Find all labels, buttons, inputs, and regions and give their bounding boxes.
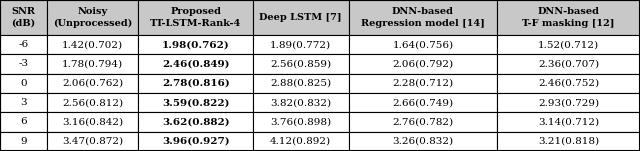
Bar <box>349 93 497 112</box>
Text: 4.12(0.892): 4.12(0.892) <box>270 137 332 146</box>
Text: DNN-based
Regression model [14]: DNN-based Regression model [14] <box>361 7 485 27</box>
Text: 1.89(0.772): 1.89(0.772) <box>270 40 332 49</box>
Text: 2.46(0.849): 2.46(0.849) <box>162 59 229 69</box>
Bar <box>47 74 138 93</box>
Text: 0: 0 <box>20 79 27 88</box>
Bar <box>138 0 253 35</box>
Text: 2.93(0.729): 2.93(0.729) <box>538 98 599 107</box>
Bar <box>253 132 349 151</box>
Text: 9: 9 <box>20 137 27 146</box>
Bar <box>0 132 47 151</box>
Bar <box>253 112 349 132</box>
Bar <box>138 74 253 93</box>
Text: 3.62(0.882): 3.62(0.882) <box>162 117 230 127</box>
Bar <box>497 112 640 132</box>
Text: 3.96(0.927): 3.96(0.927) <box>162 137 230 146</box>
Text: 3.76(0.898): 3.76(0.898) <box>270 117 332 127</box>
Text: 3.47(0.872): 3.47(0.872) <box>62 137 123 146</box>
Text: 6: 6 <box>20 117 27 127</box>
Text: 3.21(0.818): 3.21(0.818) <box>538 137 599 146</box>
Text: 3.16(0.842): 3.16(0.842) <box>62 117 123 127</box>
Text: 3.82(0.832): 3.82(0.832) <box>270 98 332 107</box>
Bar <box>0 112 47 132</box>
Text: Deep LSTM [7]: Deep LSTM [7] <box>259 13 342 22</box>
Text: 2.46(0.752): 2.46(0.752) <box>538 79 599 88</box>
Bar <box>138 54 253 74</box>
Bar <box>497 132 640 151</box>
Text: 2.78(0.816): 2.78(0.816) <box>162 79 230 88</box>
Bar <box>0 93 47 112</box>
Bar <box>497 74 640 93</box>
Bar <box>138 93 253 112</box>
Bar <box>349 54 497 74</box>
Text: 2.66(0.749): 2.66(0.749) <box>392 98 454 107</box>
Bar <box>47 132 138 151</box>
Text: 1.78(0.794): 1.78(0.794) <box>62 59 123 69</box>
Bar <box>138 35 253 54</box>
Bar <box>349 74 497 93</box>
Bar <box>0 74 47 93</box>
Bar <box>497 54 640 74</box>
Text: SNR
(dB): SNR (dB) <box>12 7 35 27</box>
Text: 2.36(0.707): 2.36(0.707) <box>538 59 599 69</box>
Bar <box>349 35 497 54</box>
Text: 1.98(0.762): 1.98(0.762) <box>162 40 230 49</box>
Bar <box>497 35 640 54</box>
Text: Proposed
TT-LSTM-Rank-4: Proposed TT-LSTM-Rank-4 <box>150 7 241 27</box>
Bar <box>47 93 138 112</box>
Bar <box>253 35 349 54</box>
Bar <box>349 112 497 132</box>
Bar <box>0 54 47 74</box>
Bar <box>138 132 253 151</box>
Bar <box>47 112 138 132</box>
Bar <box>47 54 138 74</box>
Text: 1.52(0.712): 1.52(0.712) <box>538 40 599 49</box>
Bar <box>497 0 640 35</box>
Text: 2.76(0.782): 2.76(0.782) <box>392 117 454 127</box>
Text: 2.56(0.859): 2.56(0.859) <box>270 59 332 69</box>
Text: 2.28(0.712): 2.28(0.712) <box>392 79 454 88</box>
Text: 1.64(0.756): 1.64(0.756) <box>392 40 454 49</box>
Text: 3: 3 <box>20 98 27 107</box>
Bar <box>47 35 138 54</box>
Text: -3: -3 <box>19 59 28 69</box>
Bar <box>349 132 497 151</box>
Bar <box>253 54 349 74</box>
Text: 1.42(0.702): 1.42(0.702) <box>62 40 123 49</box>
Text: DNN-based
T-F masking [12]: DNN-based T-F masking [12] <box>522 7 615 27</box>
Bar <box>253 74 349 93</box>
Text: 2.06(0.762): 2.06(0.762) <box>62 79 123 88</box>
Bar <box>253 93 349 112</box>
Text: 2.56(0.812): 2.56(0.812) <box>62 98 123 107</box>
Text: -6: -6 <box>19 40 28 49</box>
Text: 2.88(0.825): 2.88(0.825) <box>270 79 332 88</box>
Bar <box>47 0 138 35</box>
Bar <box>138 112 253 132</box>
Text: 2.06(0.792): 2.06(0.792) <box>392 59 454 69</box>
Text: 3.14(0.712): 3.14(0.712) <box>538 117 599 127</box>
Bar <box>497 93 640 112</box>
Text: Noisy
(Unprocessed): Noisy (Unprocessed) <box>53 7 132 28</box>
Bar <box>349 0 497 35</box>
Text: 3.59(0.822): 3.59(0.822) <box>162 98 229 107</box>
Text: 3.26(0.832): 3.26(0.832) <box>392 137 454 146</box>
Bar <box>253 0 349 35</box>
Bar <box>0 35 47 54</box>
Bar <box>0 0 47 35</box>
